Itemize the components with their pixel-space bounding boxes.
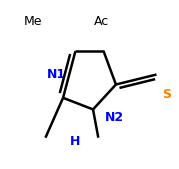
Text: N2: N2	[105, 111, 124, 124]
Text: Me: Me	[24, 15, 42, 28]
Text: H: H	[70, 135, 81, 148]
Text: Ac: Ac	[94, 15, 110, 28]
Text: N1: N1	[47, 68, 66, 81]
Text: S: S	[162, 88, 171, 101]
